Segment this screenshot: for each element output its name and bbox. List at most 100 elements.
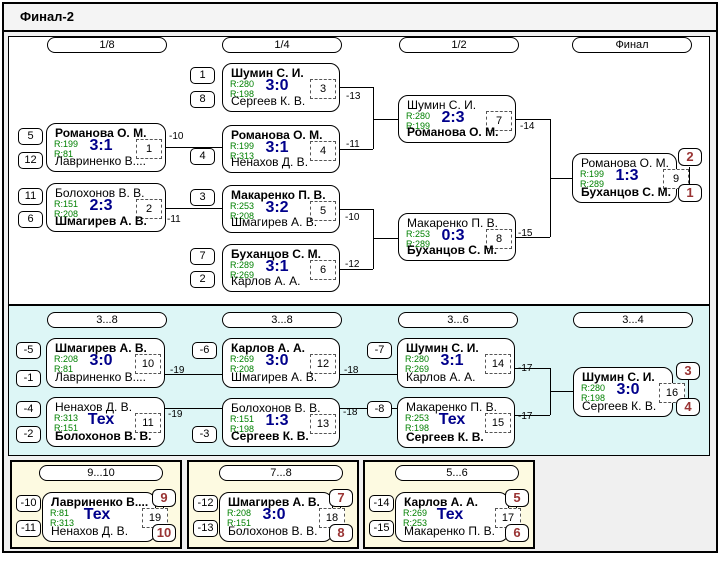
match-box-place-9-10[interactable]: Лавриненко В.... R:81 R:313 Тех 19 Ненахо… — [42, 492, 168, 542]
table-number: 18 — [319, 508, 345, 528]
rating-bottom: R:313 — [230, 151, 255, 161]
player-name-top: Карлов А. А. — [404, 495, 479, 509]
round-header-3-6: 3...6 — [398, 312, 518, 328]
connector-line — [166, 208, 222, 209]
player-name-bottom: Ненахов Д. В. — [231, 155, 309, 169]
match-score: 3:1 — [265, 258, 289, 275]
rating-bottom: R:313 — [50, 518, 75, 528]
player-name-bottom: Карлов А. А. — [231, 274, 301, 288]
seed-tag: -14 — [369, 495, 394, 512]
player-name-top: Шумин С. И. — [582, 370, 655, 384]
match-box-quarter-1[interactable]: Шумин С. И. R:280 R:198 3:0 3 Сергеев К. … — [222, 63, 340, 112]
place-tag: 10 — [152, 524, 176, 542]
connector-line — [373, 119, 398, 120]
seed-tag: -12 — [193, 495, 218, 512]
place-tag: 1 — [678, 184, 702, 202]
connector-line — [373, 238, 398, 239]
table-number: 3 — [310, 79, 336, 99]
table-number: 6 — [310, 260, 336, 280]
seed-tag: -1 — [16, 370, 41, 387]
table-number: 8 — [486, 229, 512, 249]
place-tag: 4 — [676, 398, 700, 416]
window-title: Финал-2 — [20, 9, 74, 24]
player-name-top: Шмагирев А. В. — [55, 341, 147, 355]
player-name-bottom: Буханцов С. М. — [407, 243, 497, 257]
player-ratings: R:199 R:289 — [580, 169, 604, 189]
player-name-bottom: Шмагирев А. В. — [231, 370, 318, 384]
player-name-bottom: Шмагирев А. В. — [55, 214, 147, 228]
connector-line — [340, 149, 373, 150]
round-header-3-8a: 3...8 — [47, 312, 167, 328]
rating-bottom: R:269 — [230, 270, 255, 280]
round-header-1-2: 1/2 — [399, 37, 519, 53]
match-box-quarter-3[interactable]: Макаренко П. В. R:253 R:208 3:2 5 Шмагире… — [222, 185, 340, 233]
match-box-cons-12[interactable]: Карлов А. А. R:269 R:208 3:0 12 Шмагирев … — [222, 338, 340, 388]
table-number: 12 — [310, 354, 336, 374]
table-number: 10 — [135, 354, 161, 374]
table-number: 5 — [310, 201, 336, 221]
match-box-eighth-2[interactable]: Болохонов В. В. R:151 R:208 2:3 2 Шмагире… — [46, 183, 166, 232]
player-ratings: R:280 R:269 — [405, 354, 429, 374]
match-box-quarter-4[interactable]: Буханцов С. М. R:289 R:269 3:1 6 Карлов А… — [222, 244, 340, 292]
player-name-bottom: Карлов А. А. — [406, 370, 476, 384]
match-box-quarter-2[interactable]: Романова О. М. R:199 R:313 3:1 4 Ненахов … — [222, 125, 340, 173]
player-ratings: R:313 R:151 — [54, 413, 78, 433]
connector-line — [550, 391, 573, 392]
round-header-9-10: 9...10 — [39, 465, 163, 481]
seed-tag: 4 — [190, 148, 215, 165]
seed-tag: 6 — [18, 211, 43, 228]
place-tag: 9 — [152, 489, 176, 507]
rating-bottom: R:198 — [405, 423, 430, 433]
round-header-5-6: 5...6 — [395, 465, 519, 481]
match-score: 3:2 — [265, 199, 289, 216]
match-score: 3:0 — [262, 506, 286, 523]
rating-bottom: R:208 — [230, 364, 255, 374]
match-score: 1:3 — [265, 412, 289, 429]
seed-tag: 7 — [190, 248, 215, 265]
seed-tag: -7 — [367, 342, 392, 359]
table-number: 15 — [485, 413, 511, 433]
match-box-final[interactable]: Романова О. М. R:199 R:289 1:3 9 Буханцов… — [572, 153, 689, 203]
match-score: 1:3 — [615, 167, 639, 184]
rating-bottom: R:81 — [54, 149, 74, 159]
player-ratings: R:199 R:81 — [54, 139, 78, 159]
connector-line — [166, 147, 222, 148]
match-box-semi-2[interactable]: Макаренко П. В. R:253 R:289 0:3 8 Буханцо… — [398, 213, 516, 261]
rating-top: R:151 — [54, 199, 79, 209]
match-box-place-5-6[interactable]: Карлов А. А. R:269 R:253 Тех 17 Макаренко… — [395, 492, 521, 542]
seed-tag: -10 — [16, 495, 41, 512]
connector-line — [516, 119, 550, 120]
rating-top: R:199 — [580, 169, 605, 179]
match-box-semi-1[interactable]: Шумин С. И. R:280 R:199 2:3 7 Романова О.… — [398, 95, 516, 143]
rating-top: R:280 — [230, 79, 255, 89]
player-name-bottom: Романова О. М. — [407, 125, 499, 139]
match-box-cons-14[interactable]: Шумин С. И. R:280 R:269 3:1 14 Карлов А. … — [397, 338, 515, 388]
loser-dest-label: -17 — [518, 363, 533, 374]
match-box-cons-10[interactable]: Шмагирев А. В. R:208 R:81 3:0 10 Лавринен… — [46, 338, 165, 388]
player-name-top: Болохонов В. В. — [231, 401, 321, 415]
rating-top: R:253 — [405, 413, 430, 423]
match-score: 3:1 — [89, 137, 113, 154]
seed-tag: 11 — [18, 188, 43, 205]
match-box-cons-13[interactable]: Болохонов В. В. R:151 R:198 1:3 13 Сергее… — [222, 398, 340, 447]
match-box-place-7-8[interactable]: Шмагирев А. В. R:208 R:151 3:0 18 Болохон… — [219, 492, 345, 542]
player-name-top: Шмагирев А. В. — [228, 495, 320, 509]
match-box-eighth-1[interactable]: Романова О. М. R:199 R:81 3:1 1 Лавриненк… — [46, 123, 166, 172]
player-name-bottom: Ненахов Д. В. — [51, 524, 129, 538]
connector-line — [165, 374, 222, 375]
player-name-top: Романова О. М. — [231, 128, 323, 142]
player-ratings: R:253 R:198 — [405, 413, 429, 433]
table-number: 7 — [486, 111, 512, 131]
match-box-cons-15[interactable]: Макаренко П. В. R:253 R:198 Тех 15 Сергее… — [397, 397, 515, 448]
rating-bottom: R:208 — [230, 211, 255, 221]
connector-line — [340, 269, 373, 270]
table-number: 13 — [310, 414, 336, 434]
player-name-bottom: Сергеев К. В. — [582, 399, 657, 413]
rating-top: R:81 — [50, 508, 70, 518]
match-box-place-3-4[interactable]: Шумин С. И. R:280 R:198 3:0 16 Сергеев К.… — [573, 367, 685, 417]
connector-line — [515, 368, 550, 369]
rating-top: R:253 — [230, 201, 255, 211]
connector-line — [516, 237, 550, 238]
table-number: 2 — [136, 199, 162, 219]
match-box-cons-11[interactable]: Ненахов Д. В. R:313 R:151 Тех 11 Болохоно… — [46, 397, 165, 447]
